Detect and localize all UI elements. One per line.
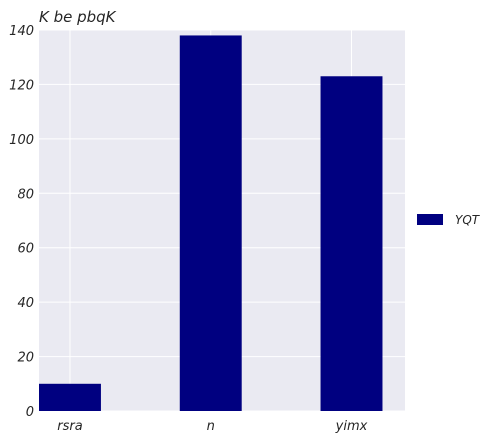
y-tick-label: 80 — [17, 187, 34, 202]
y-axis: 0 20 40 60 80 100 120 140 — [9, 24, 34, 420]
bar-rsra — [39, 383, 101, 411]
bar-yimx — [320, 76, 383, 411]
x-axis: rsra n yimx — [57, 419, 367, 434]
bar-n — [179, 35, 242, 411]
x-tick-label: n — [207, 419, 215, 434]
y-tick-label: 40 — [17, 296, 34, 311]
y-tick-label: 20 — [17, 351, 34, 366]
y-tick-label: 120 — [9, 78, 34, 93]
bars — [39, 35, 383, 411]
y-tick-label: 100 — [9, 133, 34, 148]
y-tick-label: 140 — [9, 24, 34, 39]
legend-swatch — [417, 214, 443, 225]
y-tick-label: 60 — [17, 242, 34, 257]
y-tick-label: 0 — [26, 405, 34, 420]
legend-label: YQT — [455, 213, 481, 227]
legend: YQT — [417, 213, 481, 227]
x-tick-label: rsra — [57, 419, 82, 434]
x-tick-label: yimx — [335, 419, 368, 434]
chart-title: K be pbqK — [39, 8, 117, 26]
